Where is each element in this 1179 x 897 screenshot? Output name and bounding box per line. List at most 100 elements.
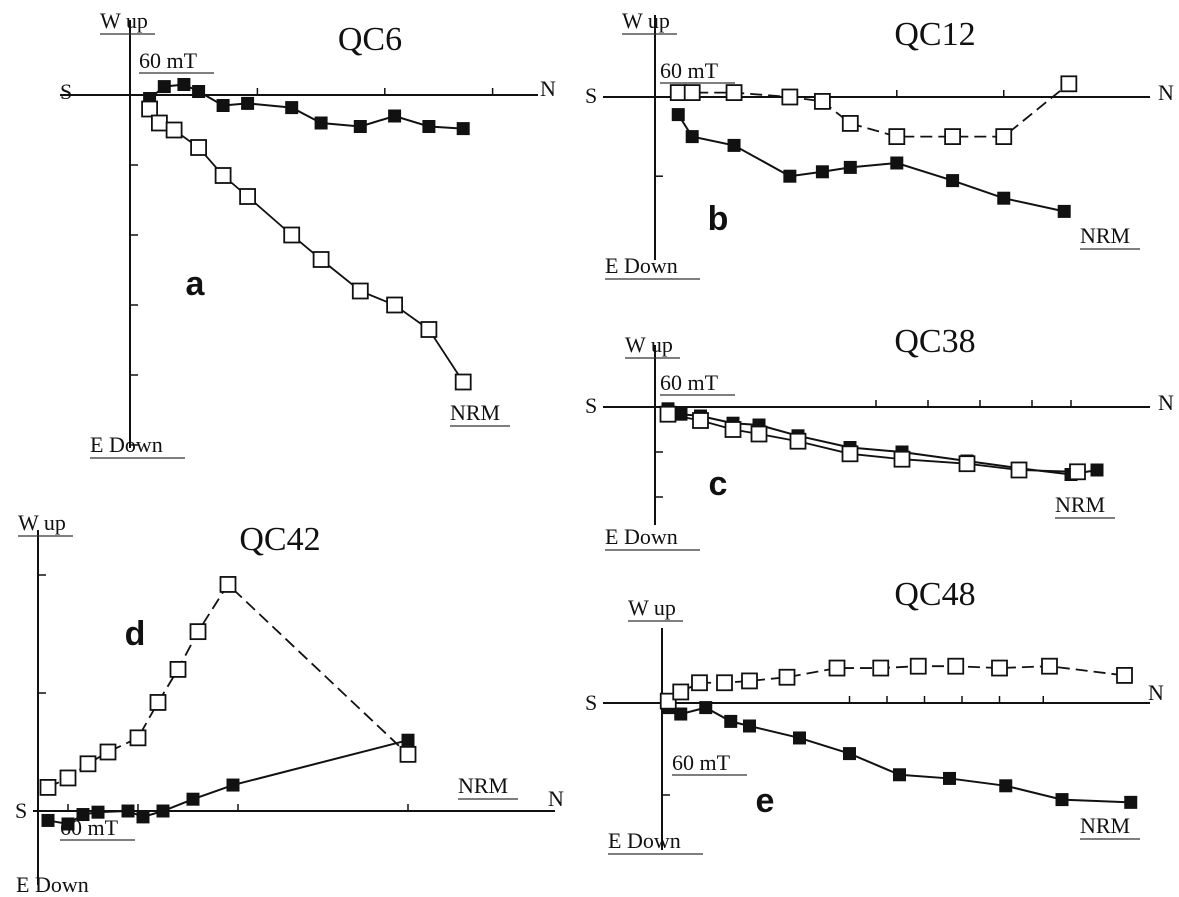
open-square-point	[659, 692, 677, 710]
open-square-point	[741, 672, 758, 690]
e-down-label: E Down	[16, 872, 89, 897]
open-square-point	[1010, 461, 1028, 479]
open-square-point	[947, 657, 965, 675]
open-series-line	[678, 83, 1070, 138]
s-label: S	[585, 393, 597, 418]
open-square-point	[239, 188, 257, 205]
n-label: N	[1158, 80, 1174, 105]
field-step-label: 60 mT	[660, 370, 719, 395]
s-label: S	[585, 83, 597, 108]
open-square-point	[79, 755, 97, 773]
filled-square-point	[157, 80, 171, 94]
filled-series-line	[677, 114, 1065, 213]
filled-square-point	[815, 165, 829, 179]
s-label: S	[15, 798, 27, 823]
filled-square-point	[401, 733, 415, 747]
open-square-point	[283, 226, 301, 244]
e-down-label: E Down	[605, 253, 678, 278]
filled-square-point	[674, 707, 688, 721]
nrm-label: NRM	[458, 773, 508, 798]
open-square-point	[716, 674, 733, 692]
panel-e: QC48 W up E Down S N 60 mT NRM e	[585, 576, 1164, 855]
e-down-label: E Down	[90, 432, 163, 457]
field-step-label: 60 mT	[139, 48, 198, 73]
panel-title: QC42	[239, 521, 320, 558]
filled-square-point	[943, 771, 956, 785]
open-square-point	[1041, 657, 1058, 675]
open-square-point	[659, 405, 677, 423]
open-square-point	[814, 93, 831, 110]
open-square-point	[149, 694, 167, 711]
filled-square-point	[314, 116, 328, 130]
filled-square-point	[136, 810, 150, 824]
filled-square-point	[226, 778, 240, 792]
open-square-point	[750, 425, 768, 443]
filled-square-point	[41, 813, 55, 827]
filled-square-point	[743, 719, 756, 733]
filled-square-point	[1057, 204, 1071, 218]
filled-square-point	[61, 817, 75, 831]
open-square-point	[724, 421, 742, 438]
filled-square-point	[1090, 463, 1104, 477]
w-up-label: W up	[18, 510, 66, 535]
w-up-label: W up	[625, 332, 673, 357]
filled-square-point	[156, 804, 170, 818]
open-square-point	[958, 455, 976, 473]
panel-letter: e	[756, 782, 775, 820]
open-square-point	[351, 282, 369, 300]
panel-letter: c	[709, 465, 728, 503]
nrm-label: NRM	[1080, 813, 1130, 838]
filled-square-point	[1124, 795, 1138, 809]
nrm-label: NRM	[1055, 492, 1105, 517]
s-label: S	[585, 690, 597, 715]
filled-square-point	[999, 779, 1013, 793]
open-square-point	[691, 674, 708, 692]
open-square-point	[683, 84, 701, 101]
filled-square-point	[91, 805, 105, 819]
open-square-point	[150, 114, 168, 132]
nrm-label: NRM	[1080, 223, 1130, 248]
panel-letter: b	[708, 200, 729, 238]
open-square-point	[219, 576, 237, 593]
filled-square-point	[76, 808, 90, 822]
n-label: N	[1158, 390, 1174, 415]
open-square-point	[1069, 463, 1086, 481]
open-square-point	[214, 167, 232, 184]
open-square-point	[725, 84, 743, 101]
filled-square-point	[727, 138, 741, 152]
filled-square-point	[783, 169, 797, 183]
filled-square-point	[192, 85, 206, 98]
panel-title: QC12	[894, 16, 975, 53]
open-square-point	[995, 128, 1013, 146]
filled-square-point	[241, 96, 255, 110]
open-square-point	[165, 121, 183, 139]
open-square-point	[1116, 667, 1133, 684]
open-square-point	[781, 88, 799, 106]
filled-square-point	[843, 747, 856, 761]
filled-square-point	[671, 108, 685, 122]
field-step-label: 60 mT	[672, 750, 731, 775]
open-square-point	[828, 659, 846, 677]
filled-square-point	[285, 101, 299, 115]
open-square-point	[420, 321, 438, 338]
filled-square-point	[699, 701, 713, 715]
filled-square-point	[1055, 793, 1069, 807]
open-square-point	[1060, 75, 1078, 93]
open-square-point	[169, 661, 187, 678]
n-label: N	[540, 76, 556, 101]
open-square-point	[841, 445, 859, 463]
filled-square-point	[388, 109, 402, 123]
open-square-point	[944, 128, 961, 146]
filled-square-point	[353, 120, 367, 133]
w-up-label: W up	[622, 8, 670, 33]
filled-series-line	[667, 706, 1131, 804]
open-square-point	[778, 668, 796, 686]
panel-b: QC12 W up E Down S N 60 mT NRM b	[585, 8, 1174, 280]
filled-square-point	[793, 731, 806, 745]
open-square-point	[672, 683, 690, 701]
open-square-point	[312, 251, 330, 268]
field-step-label: 60 mT	[660, 58, 719, 83]
open-square-point	[789, 432, 807, 450]
filled-square-point	[724, 714, 738, 728]
